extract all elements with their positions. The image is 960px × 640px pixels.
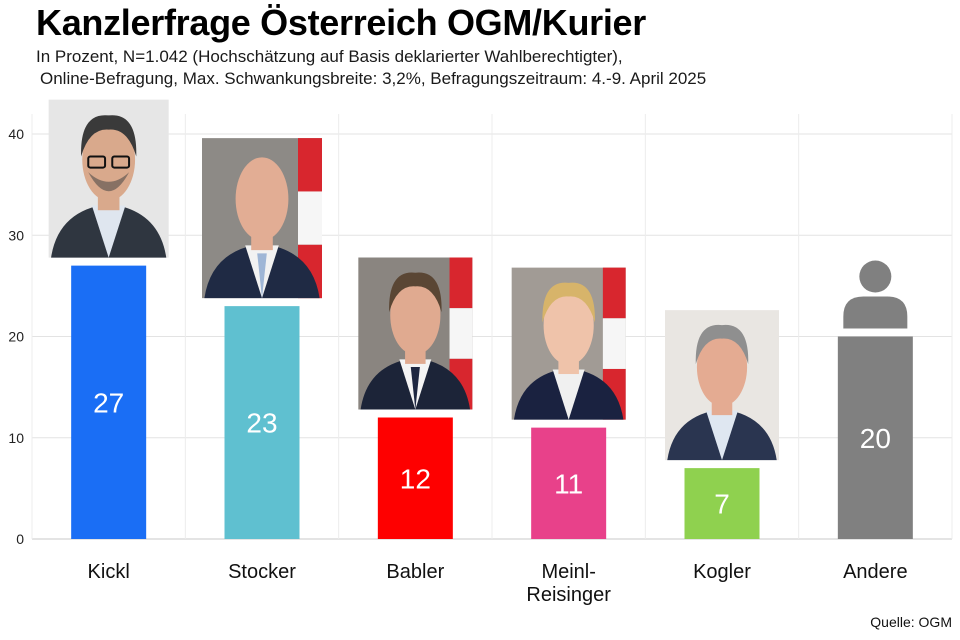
y-tick-label: 20 bbox=[8, 329, 24, 345]
portrait-tie bbox=[257, 253, 267, 299]
bar-1 bbox=[71, 265, 147, 539]
data-label: 23 bbox=[246, 408, 277, 439]
portrait-kickl bbox=[48, 99, 169, 258]
source-note: Quelle: OGM bbox=[870, 614, 952, 630]
flag-stripe bbox=[298, 191, 322, 245]
y-tick-label: 0 bbox=[16, 531, 24, 547]
y-tick-label: 40 bbox=[8, 126, 24, 142]
x-tick-label: Kickl bbox=[88, 561, 130, 583]
subtitle-line-2: Online-Befragung, Max. Schwankungsbreite… bbox=[40, 69, 707, 88]
subtitle-line-1: In Prozent, N=1.042 (Hochschätzung auf B… bbox=[36, 47, 623, 66]
x-tick-label: Babler bbox=[386, 561, 444, 583]
flag-stripe bbox=[602, 267, 626, 319]
portrait-hair bbox=[542, 282, 595, 323]
portrait-hair bbox=[695, 324, 749, 365]
portrait-tie bbox=[410, 366, 420, 410]
bar-6 bbox=[837, 336, 913, 539]
person-icon bbox=[843, 260, 908, 329]
x-tick-label: Kogler bbox=[693, 561, 751, 583]
person-icon-head bbox=[859, 260, 892, 293]
portrait-shirt bbox=[91, 205, 126, 258]
bar-3 bbox=[377, 417, 453, 539]
portrait-babler bbox=[358, 257, 473, 410]
portrait-face bbox=[235, 157, 289, 241]
portrait-face bbox=[696, 328, 748, 407]
flag-stripe bbox=[298, 138, 322, 192]
person-icon-body bbox=[843, 296, 908, 329]
data-label: 7 bbox=[714, 489, 730, 520]
x-tick-label: Stocker bbox=[228, 561, 296, 583]
chart-title: Kanzlerfrage Österreich OGM/Kurier bbox=[36, 2, 646, 43]
portrait-meinl-reisinger bbox=[511, 267, 626, 420]
chart-subtitle: In Prozent, N=1.042 (Hochschätzung auf B… bbox=[36, 46, 706, 90]
bar-2 bbox=[224, 306, 300, 539]
bar-4 bbox=[531, 427, 607, 539]
data-label: 11 bbox=[554, 468, 583, 499]
data-label: 20 bbox=[860, 423, 891, 454]
portrait-glasses bbox=[111, 155, 131, 169]
x-tick-label: Andere bbox=[843, 561, 908, 583]
portrait-shirt bbox=[552, 369, 585, 420]
flag-stripe bbox=[449, 308, 473, 359]
portrait-beard bbox=[88, 172, 130, 192]
portrait-face bbox=[543, 285, 594, 365]
y-tick-label: 30 bbox=[8, 227, 24, 243]
portrait-hair bbox=[81, 115, 137, 157]
portrait-kogler bbox=[665, 310, 779, 461]
portrait-stocker bbox=[202, 138, 322, 299]
data-label: 27 bbox=[93, 387, 124, 418]
flag-stripe bbox=[449, 257, 473, 309]
y-tick-label: 10 bbox=[8, 430, 24, 446]
x-tick-label: Meinl-Reisinger bbox=[526, 561, 611, 606]
data-label: 12 bbox=[400, 463, 431, 494]
portrait-hair bbox=[389, 272, 442, 313]
portrait-glasses bbox=[87, 155, 107, 169]
flag-stripe bbox=[602, 318, 626, 369]
portrait-shirt bbox=[706, 410, 738, 461]
portrait-face bbox=[390, 275, 441, 355]
bar-5 bbox=[684, 468, 760, 539]
